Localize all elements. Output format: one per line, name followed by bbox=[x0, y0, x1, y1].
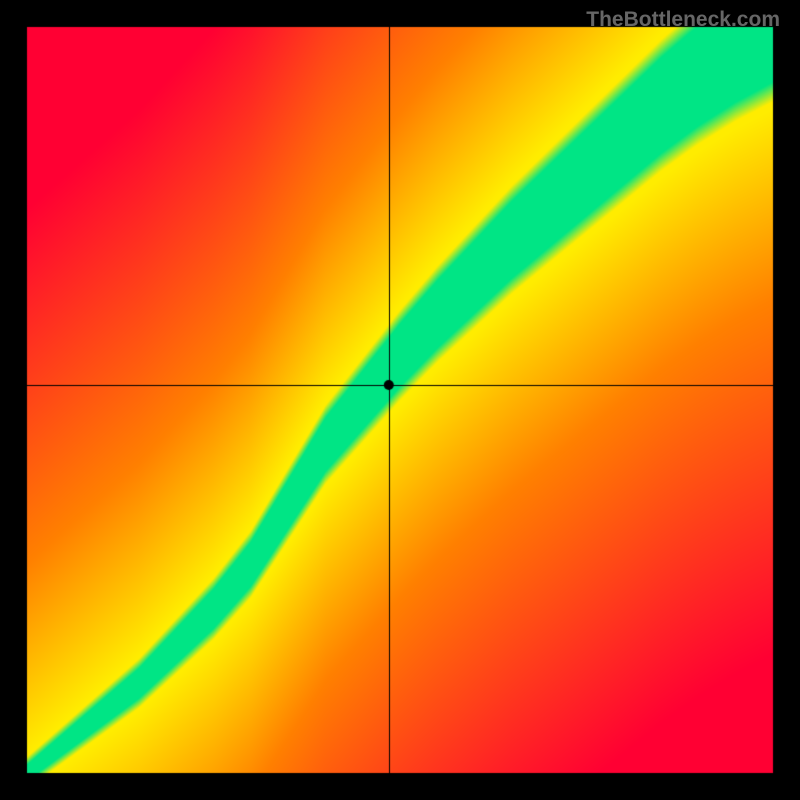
heatmap-canvas bbox=[0, 0, 800, 800]
chart-container: TheBottleneck.com bbox=[0, 0, 800, 800]
